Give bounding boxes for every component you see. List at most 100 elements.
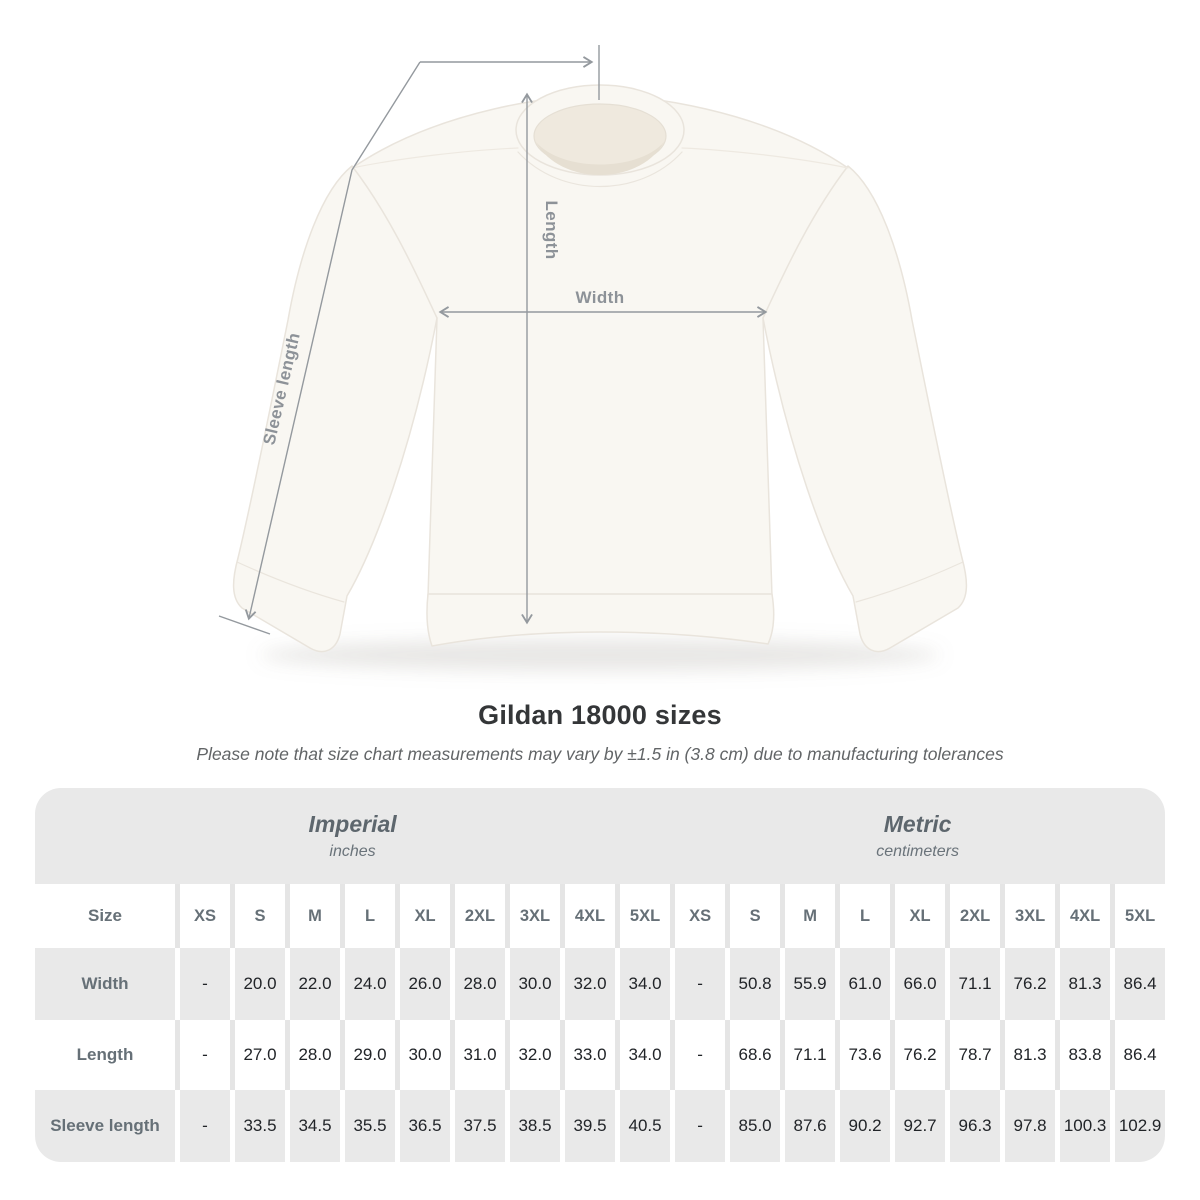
col-header-metric-xs: XS bbox=[670, 884, 726, 948]
size-header-row: Size XS S M L XL 2XL 3XL 4XL 5XL XS S M … bbox=[35, 884, 1166, 948]
sleeve-measure-diagonal bbox=[244, 61, 421, 621]
cell-value: 36.5 bbox=[395, 1090, 450, 1162]
cell-value: 55.9 bbox=[780, 948, 836, 1020]
imperial-label: Imperial bbox=[308, 810, 397, 837]
cell-value: 61.0 bbox=[835, 948, 891, 1020]
row-label-length: Length bbox=[35, 1020, 175, 1090]
col-header-imperial-s: S bbox=[230, 884, 285, 948]
metric-group-header: Metric centimeters bbox=[670, 788, 1166, 884]
length-row: Length - 27.0 28.0 29.0 30.0 31.0 32.0 3… bbox=[35, 1020, 1166, 1090]
cell-value: 24.0 bbox=[340, 948, 395, 1020]
cell-value: 34.0 bbox=[615, 948, 671, 1020]
cell-value: 83.8 bbox=[1055, 1020, 1111, 1090]
cell-value: 78.7 bbox=[945, 1020, 1001, 1090]
sleeve-length-row: Sleeve length - 33.5 34.5 35.5 36.5 37.5… bbox=[35, 1090, 1166, 1162]
cell-value: 30.0 bbox=[505, 948, 560, 1020]
size-corner-header: Size bbox=[35, 884, 175, 948]
cell-value: - bbox=[175, 1020, 230, 1090]
cell-value: 33.5 bbox=[230, 1090, 285, 1162]
cell-value: 39.5 bbox=[560, 1090, 615, 1162]
col-header-metric-5xl: 5XL bbox=[1110, 884, 1166, 948]
page-title: Gildan 18000 sizes bbox=[478, 700, 722, 730]
cell-value: 20.0 bbox=[230, 948, 285, 1020]
sweatshirt-diagram: Length Width Sleeve length bbox=[218, 45, 968, 671]
col-header-imperial-xs: XS bbox=[175, 884, 230, 948]
cell-value: 96.3 bbox=[945, 1090, 1001, 1162]
col-header-metric-2xl: 2XL bbox=[945, 884, 1001, 948]
cell-value: 30.0 bbox=[395, 1020, 450, 1090]
cell-value: 76.2 bbox=[890, 1020, 946, 1090]
cell-value: 86.4 bbox=[1110, 948, 1166, 1020]
width-label: Width bbox=[575, 288, 624, 307]
cell-value: 33.0 bbox=[560, 1020, 615, 1090]
cell-value: 81.3 bbox=[1055, 948, 1111, 1020]
col-header-imperial-m: M bbox=[285, 884, 340, 948]
cell-value: 38.5 bbox=[505, 1090, 560, 1162]
cell-value: 102.9 bbox=[1110, 1090, 1166, 1162]
cell-value: 68.6 bbox=[725, 1020, 781, 1090]
imperial-unit: inches bbox=[329, 842, 376, 860]
collar-inner-shadow bbox=[536, 142, 664, 175]
cell-value: 22.0 bbox=[285, 948, 340, 1020]
cell-value: 32.0 bbox=[505, 1020, 560, 1090]
sweatshirt-illustration bbox=[232, 84, 968, 653]
col-header-imperial-3xl: 3XL bbox=[505, 884, 560, 948]
col-header-imperial-l: L bbox=[340, 884, 395, 948]
cell-value: 73.6 bbox=[835, 1020, 891, 1090]
col-header-imperial-4xl: 4XL bbox=[560, 884, 615, 948]
cell-value: 28.0 bbox=[450, 948, 505, 1020]
cell-value: - bbox=[670, 1090, 726, 1162]
cell-value: 100.3 bbox=[1055, 1090, 1111, 1162]
sweatshirt-waistband bbox=[426, 593, 775, 647]
col-header-metric-3xl: 3XL bbox=[1000, 884, 1056, 948]
cell-value: 34.5 bbox=[285, 1090, 340, 1162]
sweatshirt-right-sleeve bbox=[762, 165, 968, 653]
cell-value: 40.5 bbox=[615, 1090, 671, 1162]
cell-value: - bbox=[175, 948, 230, 1020]
cell-value: 29.0 bbox=[340, 1020, 395, 1090]
garment-shadow bbox=[260, 639, 940, 671]
col-header-metric-m: M bbox=[780, 884, 836, 948]
cell-value: - bbox=[670, 1020, 726, 1090]
cell-value: 92.7 bbox=[890, 1090, 946, 1162]
cell-value: 85.0 bbox=[725, 1090, 781, 1162]
size-table-container: Imperial inches Metric centimeters Size … bbox=[35, 788, 1166, 1162]
imperial-group-header: Imperial inches bbox=[35, 788, 671, 884]
cell-value: 35.5 bbox=[340, 1090, 395, 1162]
cell-value: 34.0 bbox=[615, 1020, 671, 1090]
col-header-metric-s: S bbox=[725, 884, 781, 948]
cell-value: 37.5 bbox=[450, 1090, 505, 1162]
col-header-metric-xl: XL bbox=[890, 884, 946, 948]
col-header-metric-4xl: 4XL bbox=[1055, 884, 1111, 948]
cell-value: 31.0 bbox=[450, 1020, 505, 1090]
cell-value: 76.2 bbox=[1000, 948, 1056, 1020]
measurement-annotations bbox=[218, 45, 768, 635]
cell-value: 87.6 bbox=[780, 1090, 836, 1162]
cell-value: 71.1 bbox=[945, 948, 1001, 1020]
cell-value: - bbox=[175, 1090, 230, 1162]
tolerance-note: Please note that size chart measurements… bbox=[196, 744, 1004, 764]
width-row: Width - 20.0 22.0 24.0 26.0 28.0 30.0 32… bbox=[35, 948, 1166, 1020]
cell-value: 26.0 bbox=[395, 948, 450, 1020]
cell-value: 71.1 bbox=[780, 1020, 836, 1090]
row-label-sleeve-length: Sleeve length bbox=[35, 1090, 175, 1162]
size-table: Imperial inches Metric centimeters Size … bbox=[35, 788, 1166, 1162]
cell-value: 32.0 bbox=[560, 948, 615, 1020]
cell-value: 27.0 bbox=[230, 1020, 285, 1090]
length-label: Length bbox=[542, 200, 561, 259]
metric-unit: centimeters bbox=[876, 842, 959, 860]
cell-value: 97.8 bbox=[1000, 1090, 1056, 1162]
cell-value: 50.8 bbox=[725, 948, 781, 1020]
cell-value: 86.4 bbox=[1110, 1020, 1166, 1090]
col-header-imperial-5xl: 5XL bbox=[615, 884, 671, 948]
col-header-imperial-2xl: 2XL bbox=[450, 884, 505, 948]
sleeve-measure-end-tick bbox=[218, 615, 271, 635]
metric-label: Metric bbox=[883, 810, 952, 837]
unit-group-header-row: Imperial inches Metric centimeters bbox=[35, 788, 1166, 884]
col-header-imperial-xl: XL bbox=[395, 884, 450, 948]
row-label-width: Width bbox=[35, 948, 175, 1020]
cell-value: 90.2 bbox=[835, 1090, 891, 1162]
cell-value: - bbox=[670, 948, 726, 1020]
sweatshirt-left-sleeve bbox=[232, 165, 438, 653]
